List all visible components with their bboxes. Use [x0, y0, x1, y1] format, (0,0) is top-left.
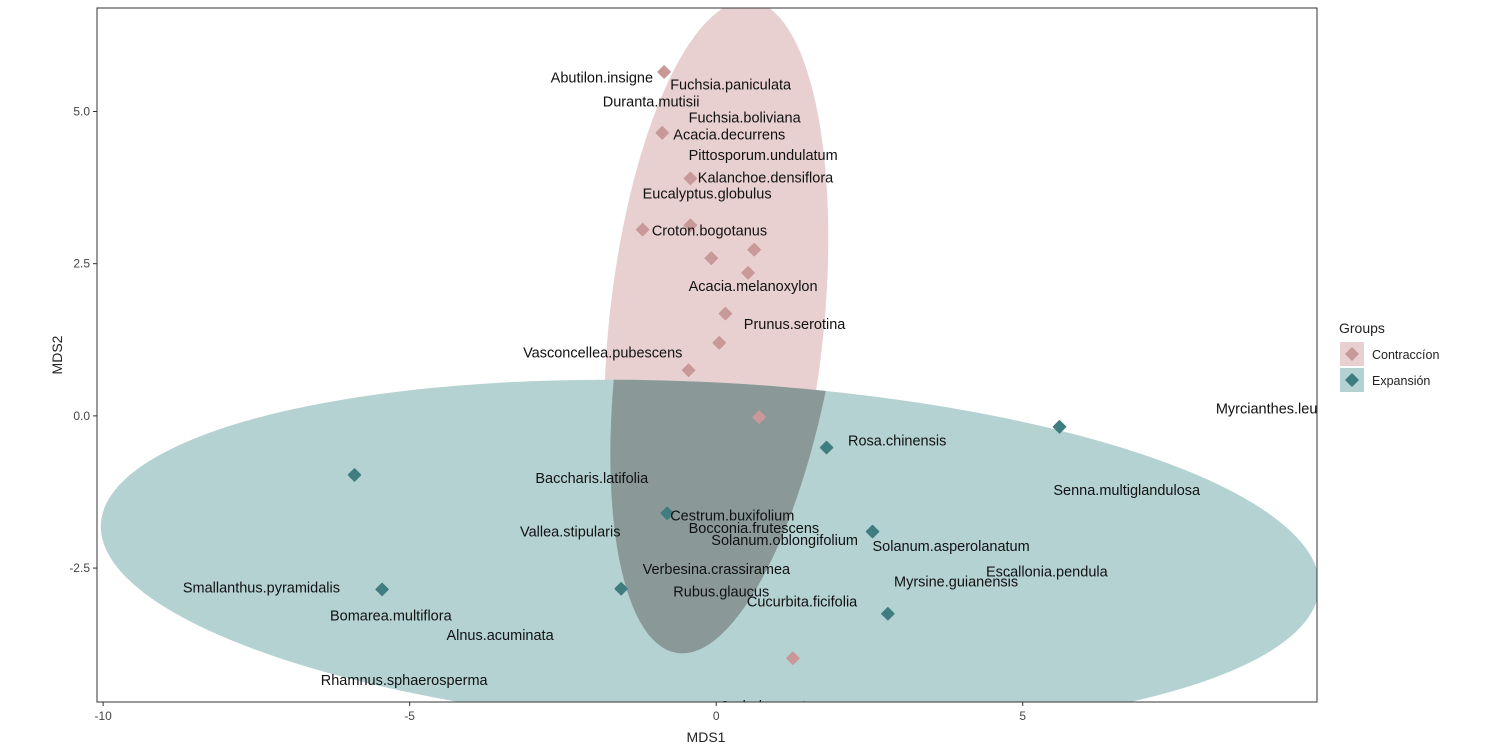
species-label: Smallanthus.pyramidalis — [183, 580, 340, 596]
species-label: Senna.multiglandulosa — [1053, 483, 1201, 499]
species-label: Myrcianthes.leu — [1216, 401, 1318, 417]
legend-title: Groups — [1339, 320, 1385, 336]
species-label: Croton.bogotanus — [652, 224, 767, 240]
data-point-contraccion — [681, 363, 696, 377]
legend: Groups Contraccíon Expansión — [1339, 320, 1439, 392]
species-label: Kalanchoe.densiflora — [698, 171, 834, 187]
data-point-contraccion — [747, 242, 761, 257]
species-label: Vasconcellea.pubescens — [523, 345, 682, 361]
species-label: Pittosporum.undulatum — [689, 148, 838, 164]
data-point-contraccion — [786, 651, 800, 665]
legend-label: Expansión — [1372, 374, 1430, 388]
data-point-expansion — [660, 506, 674, 521]
legend-diamond-icon — [1345, 373, 1359, 387]
species-label: Duranta.mutisii — [603, 95, 700, 111]
data-point-contraccion — [655, 126, 669, 140]
species-label: Cucurbita.ficifolia — [747, 594, 858, 610]
ellipse-overlap — [570, 379, 886, 670]
species-label: Rubus.glaucus — [673, 585, 769, 601]
species-label: Cestrum.buxifolium — [670, 509, 794, 525]
legend-label: Contraccíon — [1372, 348, 1439, 362]
y-tick-label: -2.5 — [69, 561, 90, 575]
species-label: Rosa.chinensis — [848, 434, 946, 450]
species-label: Fuchsia.boliviana — [689, 110, 802, 126]
data-point-expansion — [614, 582, 628, 596]
species-label: Eucalyptus.globulus — [643, 187, 772, 203]
plot-border — [96, 7, 1318, 703]
species-label: Fuchsia.paniculata — [670, 78, 792, 94]
data-point-expansion — [865, 524, 880, 539]
y-tick-label: 0.0 — [73, 409, 90, 423]
x-axis-title: MDS1 — [687, 729, 726, 745]
data-point-contraccion — [718, 306, 733, 321]
species-label: Solanum.oblongifolium — [711, 533, 858, 549]
y-tick-label: 2.5 — [73, 257, 90, 271]
species-label: Acacia.decurrens — [673, 127, 785, 143]
species-label: Verbesina.crassiramea — [643, 562, 791, 578]
data-point-expansion — [1052, 420, 1067, 434]
species-label: Baccharis.latifolia — [535, 471, 649, 487]
x-tick-label: 5 — [1019, 709, 1026, 723]
data-point-contraccion — [752, 410, 766, 424]
plot-area: Abutilon.insigne Fuchsia.paniculataDurant… — [100, 8, 1318, 715]
x-tick-label: -10 — [94, 709, 112, 723]
data-point-expansion — [375, 582, 389, 597]
data-point-expansion — [819, 440, 834, 455]
species-label: Acacia.melanoxylon — [689, 279, 818, 295]
y-axis-title: MDS2 — [49, 335, 65, 374]
data-point-expansion — [881, 606, 895, 621]
data-point-contraccion — [741, 266, 755, 280]
data-point-expansion — [347, 468, 362, 482]
y-tick-label: 5.0 — [73, 104, 90, 118]
x-tick-label: -5 — [404, 709, 415, 723]
x-tick-label: 0 — [713, 709, 720, 723]
species-label: Abutilon.insigne — [551, 70, 653, 86]
legend-diamond-icon — [1345, 347, 1359, 361]
species-label: Solanum.asperolanatum — [873, 539, 1030, 555]
species-label: Alnus.acuminata — [446, 628, 554, 644]
species-label: Vallea.stipularis — [520, 524, 620, 540]
species-label: Prunus.serotina — [744, 317, 846, 333]
species-label: Bocconia.frutescens — [689, 521, 820, 537]
data-point-contraccion — [704, 251, 719, 265]
species-label: Cedrela.montana — [719, 699, 831, 715]
data-point-contraccion — [657, 65, 671, 79]
data-point-contraccion — [712, 336, 727, 350]
species-label: Escallonia.pendula — [986, 565, 1109, 581]
data-point-contraccion — [683, 171, 698, 186]
data-point-contraccion — [635, 222, 650, 237]
species-label: Myrsine.guianensis — [894, 574, 1018, 590]
data-point-contraccion — [683, 218, 698, 233]
species-label: Rhamnus.sphaerosperma — [321, 673, 489, 689]
species-label: Bomarea.multiflora — [330, 608, 453, 624]
axes: -10 -5 0 5 -2.5 0.0 2.5 5.0 — [69, 104, 1026, 723]
